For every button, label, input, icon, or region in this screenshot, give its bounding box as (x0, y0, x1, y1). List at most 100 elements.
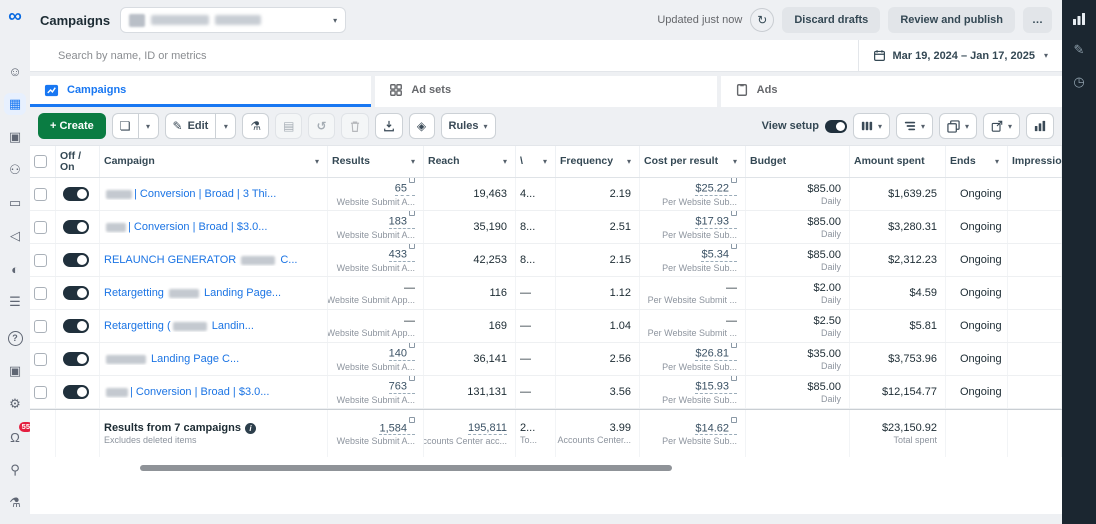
edit-caret-button[interactable]: ▾ (216, 113, 237, 139)
header-results[interactable]: Results ▾ (328, 146, 424, 177)
campaign-name-link[interactable]: | Conversion | Broad | $3.0... (104, 386, 319, 398)
experiments-icon[interactable]: ◐ (11, 261, 19, 277)
campaign-name-link[interactable]: | Conversion | Broad | 3 Thi... (104, 188, 319, 200)
campaign-toggle[interactable] (62, 220, 89, 234)
budget-cell: $2.50 Daily (746, 310, 850, 342)
settings-gear-icon[interactable]: ⚙ (9, 396, 21, 411)
header-ends[interactable]: Ends ▾ (946, 146, 1008, 177)
row-checkbox[interactable] (34, 187, 47, 201)
edit-pencil-icon[interactable]: ✎ (1073, 42, 1085, 57)
charts-button[interactable] (1026, 113, 1054, 139)
row-checkbox[interactable] (34, 385, 47, 399)
campaign-name-link[interactable]: | Conversion | Broad | $3.0... (104, 221, 319, 233)
ab-test-button[interactable]: ⚗ (242, 113, 270, 139)
create-button[interactable]: + Create (38, 113, 106, 139)
cost-per-result-cell-value[interactable]: $17.93 (695, 211, 737, 229)
campaign-name-link[interactable]: RELAUNCH GENERATOR C... (104, 254, 319, 266)
share-export-button[interactable]: ▾ (982, 113, 1020, 139)
row-checkbox[interactable] (34, 319, 47, 333)
tab-campaigns[interactable]: Campaigns (30, 76, 372, 107)
campaign-toggle[interactable] (62, 253, 89, 267)
ads-reporting-icon[interactable]: ◁ (10, 228, 20, 243)
test-events-icon[interactable]: ⚗ (9, 495, 21, 510)
header-amount-spent[interactable]: Amount spent (850, 146, 946, 177)
undo-button: ↺ (308, 113, 335, 139)
cost-per-result-cell-value[interactable]: $15.93 (695, 376, 737, 394)
scrollbar-thumb[interactable] (140, 465, 672, 471)
help-icon[interactable]: ? (4, 327, 26, 349)
account-selector[interactable]: ▾ (120, 7, 347, 33)
header-campaign[interactable]: Campaign ▾ (100, 146, 328, 177)
summary-cost-value[interactable]: $14.62 (695, 416, 737, 436)
updates-icon[interactable]: ▣ (8, 363, 22, 378)
insights-chart-icon[interactable] (1072, 12, 1086, 26)
cost-per-result-cell: — Per Website Submit ... (640, 310, 746, 342)
header-truncated-col[interactable]: \ ▾ (516, 146, 556, 177)
rules-button[interactable]: Rules ▾ (440, 113, 496, 139)
results-cell-value[interactable]: 65 (394, 178, 415, 196)
header-budget[interactable]: Budget (746, 146, 850, 177)
duplicate-caret-button[interactable]: ▾ (138, 113, 159, 139)
cost-per-result-cell-value[interactable]: $26.81 (695, 343, 737, 361)
header-off-on[interactable]: Off / On (56, 146, 100, 177)
campaign-toggle[interactable] (62, 286, 89, 300)
reports-button[interactable]: ▾ (938, 113, 977, 139)
search-icon[interactable]: ⚲ (10, 462, 20, 477)
header-reach[interactable]: Reach ▾ (424, 146, 516, 177)
redacted-text (106, 387, 128, 397)
more-options-button[interactable]: … (1023, 7, 1052, 33)
discard-drafts-button[interactable]: Discard drafts (782, 7, 881, 33)
campaign-toggle[interactable] (62, 187, 89, 201)
cost-per-result-cell-value[interactable]: $25.22 (695, 178, 737, 196)
tab-ad-sets[interactable]: Ad sets (375, 76, 717, 107)
date-range-picker[interactable]: Mar 19, 2024 – Jan 17, 2025 ▾ (858, 40, 1062, 71)
row-checkbox[interactable] (34, 286, 47, 300)
notifications-bell-icon[interactable]: Ω 55 (4, 422, 33, 448)
results-cell-value[interactable]: 763 (388, 376, 415, 394)
campaign-toggle[interactable] (62, 319, 89, 333)
audiences-icon[interactable]: ⚇ (9, 162, 21, 177)
results-cell-value[interactable]: 183 (388, 211, 415, 229)
all-tools-menu-icon[interactable]: ☰ (9, 294, 21, 309)
ends-cell: Ongoing (946, 211, 1008, 243)
view-setup-toggle[interactable] (824, 119, 847, 133)
summary-results-value[interactable]: 1,584 (379, 416, 415, 436)
header-impressions[interactable]: Impressio (1008, 146, 1062, 177)
columns-button[interactable]: ▾ (852, 113, 890, 139)
campaigns-nav-icon[interactable]: ▦ (4, 93, 26, 115)
row-checkbox[interactable] (34, 352, 47, 366)
tab-ads[interactable]: Ads (720, 76, 1062, 107)
export-button[interactable] (374, 113, 403, 139)
account-overview-icon[interactable]: ▣ (8, 129, 22, 144)
results-cell-value[interactable]: 140 (388, 343, 415, 361)
tag-button[interactable]: ◈ (408, 113, 435, 139)
row-checkbox[interactable] (34, 220, 47, 234)
attribution-icon (409, 211, 415, 217)
review-publish-button[interactable]: Review and publish (888, 7, 1015, 33)
campaign-name-link[interactable]: Retargetting Landing Page... (104, 287, 319, 299)
breakdown-button[interactable]: ▾ (895, 113, 933, 139)
campaign-name-link[interactable]: Landing Page C... (104, 353, 319, 365)
summary-reach-value[interactable]: 195,811 (468, 421, 507, 435)
duplicate-button[interactable]: ❏ (111, 113, 139, 139)
duplicate-split-button: ❏ ▾ (111, 113, 159, 139)
results-cell-value[interactable]: 433 (388, 244, 415, 262)
header-frequency[interactable]: Frequency ▾ (556, 146, 640, 177)
ends-cell: Ongoing (946, 343, 1008, 375)
breakdown-icon (904, 121, 916, 131)
billing-icon[interactable]: ▭ (8, 195, 22, 210)
campaign-toggle[interactable] (62, 385, 89, 399)
row-checkbox[interactable] (34, 253, 47, 267)
search-input[interactable] (30, 40, 859, 71)
budget-cell-value: $85.00 (807, 215, 841, 228)
cost-per-result-cell-value[interactable]: $5.34 (701, 244, 737, 262)
info-icon[interactable]: i (244, 422, 256, 434)
select-all-checkbox[interactable] (34, 155, 47, 168)
campaign-name-link[interactable]: Retargetting ( Landin... (104, 320, 319, 332)
edit-button[interactable]: ✎ Edit (164, 113, 217, 139)
campaign-toggle[interactable] (62, 352, 89, 366)
header-cost-per-result[interactable]: Cost per result ▾ (640, 146, 746, 177)
history-clock-icon[interactable]: ◷ (1073, 74, 1085, 89)
refresh-button[interactable]: ↻ (750, 8, 775, 32)
home-smiley-icon[interactable]: ☺ (8, 63, 22, 79)
